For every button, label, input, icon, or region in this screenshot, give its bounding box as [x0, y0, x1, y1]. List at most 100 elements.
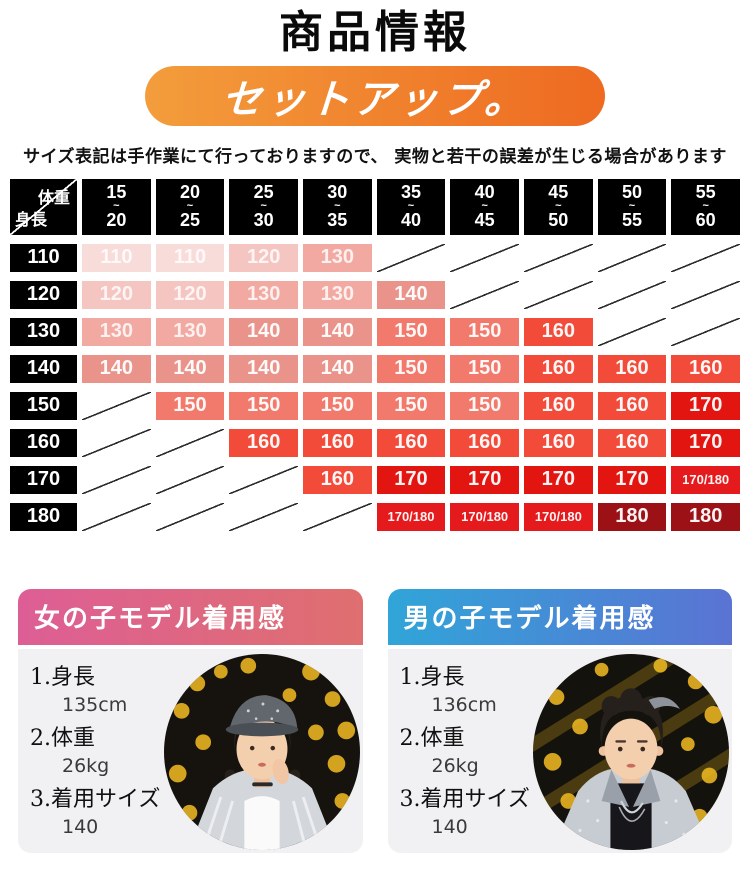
size-cell: 160: [302, 465, 372, 494]
height-row-header: 140: [10, 354, 77, 383]
size-cell: 140: [302, 317, 372, 346]
weight-from: 45: [548, 181, 569, 202]
size-cell: 130: [82, 317, 151, 346]
tilde: ~: [555, 200, 562, 213]
girl-model-photo: [163, 653, 360, 850]
empty-cell: [671, 280, 740, 309]
size-cell: 170: [450, 465, 519, 494]
spec-value: 26kg: [431, 754, 479, 777]
spec-item: 2.体重 26kg: [30, 720, 195, 777]
size-cell: 160: [450, 428, 519, 457]
weight-from: 25: [253, 181, 274, 202]
size-cell: 150: [450, 354, 519, 383]
weight-col-header: 40 ~45: [450, 178, 519, 235]
boy-model-panel: 男の子モデル着用感 1.身長 136cm 2.体重 26kg 3.着用サイズ 1…: [387, 588, 732, 853]
weight-to: 40: [400, 209, 421, 230]
size-cell: 170/180: [376, 502, 446, 531]
spec-value: 140: [431, 815, 468, 838]
spec-value: 140: [62, 815, 99, 838]
empty-cell: [671, 243, 740, 272]
weight-from: 50: [621, 181, 642, 202]
boy-panel-title-label: 男の子モデル着用感: [403, 604, 656, 635]
banner-label: セットアップ。: [219, 77, 530, 122]
weight-from: 20: [179, 181, 200, 202]
size-cell: 160: [597, 391, 667, 420]
size-cell: 160: [523, 354, 593, 383]
empty-cell: [302, 502, 372, 531]
size-cell: 160: [523, 317, 593, 346]
weight-to: 45: [474, 209, 495, 230]
weight-col-header: 50 ~55: [597, 178, 667, 235]
weight-to: 60: [695, 209, 716, 230]
weight-col-header: 25 ~30: [229, 178, 298, 235]
weight-from: 40: [474, 181, 495, 202]
weight-to: 25: [179, 209, 200, 230]
size-cell: 140: [229, 354, 298, 383]
tilde: ~: [113, 200, 120, 213]
table-corner-cell: 体重 身長: [10, 178, 77, 235]
size-cell: 160: [302, 428, 372, 457]
empty-cell: [597, 280, 667, 309]
size-cell: 150: [376, 317, 446, 346]
spec-item: 3.着用サイズ 140: [400, 781, 565, 838]
boy-panel-title: 男の子モデル着用感: [387, 588, 732, 645]
weight-col-header: 35 ~40: [376, 178, 446, 235]
empty-cell: [229, 502, 298, 531]
size-cell: 150: [450, 391, 519, 420]
page-title: 商品情報: [279, 7, 471, 58]
empty-cell: [155, 428, 225, 457]
height-row-header: 180: [10, 502, 77, 531]
girl-spec-list: 1.身長 135cm 2.体重 26kg 3.着用サイズ 140: [30, 659, 195, 838]
tilde: ~: [628, 200, 636, 213]
size-cell: 110: [82, 243, 151, 272]
size-cell: 170/180: [671, 465, 740, 494]
boy-spec-list: 1.身長 136cm 2.体重 26kg 3.着用サイズ 140: [400, 659, 565, 838]
empty-cell: [523, 280, 593, 309]
empty-cell: [82, 428, 151, 457]
tilde: ~: [702, 200, 709, 213]
weight-to: 35: [327, 209, 348, 230]
spec-item: 2.体重 26kg: [400, 720, 565, 777]
spec-item: 1.身長 136cm: [400, 659, 565, 716]
size-cell: 160: [376, 428, 446, 457]
girl-panel-body: 1.身長 135cm 2.体重 26kg 3.着用サイズ 140: [18, 648, 363, 853]
empty-cell: [155, 465, 225, 494]
size-cell: 180: [671, 502, 740, 531]
size-cell: 150: [376, 391, 446, 420]
spec-label: 1.身長: [399, 664, 465, 690]
size-cell: 140: [229, 317, 298, 346]
size-cell: 160: [523, 428, 593, 457]
empty-cell: [523, 243, 593, 272]
model-panels: 女の子モデル着用感 1.身長 135cm 2.体重 26kg 3.着用サイズ 1…: [18, 588, 732, 853]
spec-item: 3.着用サイズ 140: [30, 781, 195, 838]
height-row-header: 150: [10, 391, 77, 420]
size-cell: 170: [376, 465, 446, 494]
corner-height-label: 身長: [15, 211, 48, 229]
size-cell: 150: [155, 391, 225, 420]
size-cell: 150: [229, 391, 298, 420]
spec-label: 1.身長: [30, 664, 95, 690]
empty-cell: [450, 280, 519, 309]
spec-value: 136cm: [431, 693, 497, 716]
size-cell: 150: [376, 354, 446, 383]
size-cell: 140: [376, 280, 446, 309]
weight-col-header: 20 ~25: [155, 178, 225, 235]
weight-to: 20: [106, 209, 127, 230]
weight-from: 30: [327, 181, 348, 202]
height-row-header: 170: [10, 465, 77, 494]
size-cell: 160: [597, 354, 667, 383]
weight-col-header: 30 ~35: [302, 178, 372, 235]
spec-value: 26kg: [62, 754, 110, 777]
height-row-header: 110: [10, 243, 77, 272]
spec-value: 135cm: [62, 693, 128, 716]
tilde: ~: [186, 200, 194, 213]
size-cell: 130: [302, 280, 372, 309]
weight-from: 15: [106, 181, 127, 202]
empty-cell: [671, 317, 740, 346]
empty-cell: [376, 243, 446, 272]
empty-cell: [597, 317, 667, 346]
spec-item: 1.身長 135cm: [30, 659, 195, 716]
empty-cell: [450, 243, 519, 272]
height-row-header: 120: [10, 280, 77, 309]
